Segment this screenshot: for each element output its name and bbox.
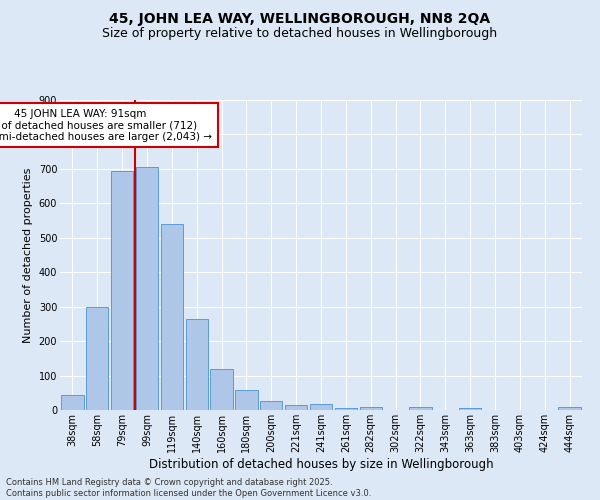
Text: Size of property relative to detached houses in Wellingborough: Size of property relative to detached ho… — [103, 28, 497, 40]
Bar — [86, 306, 109, 410]
Bar — [409, 406, 431, 410]
Bar — [211, 368, 233, 410]
Bar — [61, 394, 83, 410]
Bar — [235, 390, 257, 410]
Bar — [136, 167, 158, 410]
Text: Contains HM Land Registry data © Crown copyright and database right 2025.
Contai: Contains HM Land Registry data © Crown c… — [6, 478, 371, 498]
Bar — [359, 407, 382, 410]
Text: 45 JOHN LEA WAY: 91sqm
← 26% of detached houses are smaller (712)
73% of semi-de: 45 JOHN LEA WAY: 91sqm ← 26% of detached… — [0, 108, 212, 142]
Bar — [310, 404, 332, 410]
Bar — [559, 407, 581, 410]
Bar — [285, 405, 307, 410]
Bar — [161, 224, 183, 410]
Bar — [111, 170, 133, 410]
Bar — [185, 318, 208, 410]
Bar — [459, 408, 481, 410]
Bar — [335, 408, 357, 410]
Bar — [260, 402, 283, 410]
Y-axis label: Number of detached properties: Number of detached properties — [23, 168, 33, 342]
X-axis label: Distribution of detached houses by size in Wellingborough: Distribution of detached houses by size … — [149, 458, 493, 470]
Text: 45, JOHN LEA WAY, WELLINGBOROUGH, NN8 2QA: 45, JOHN LEA WAY, WELLINGBOROUGH, NN8 2Q… — [109, 12, 491, 26]
